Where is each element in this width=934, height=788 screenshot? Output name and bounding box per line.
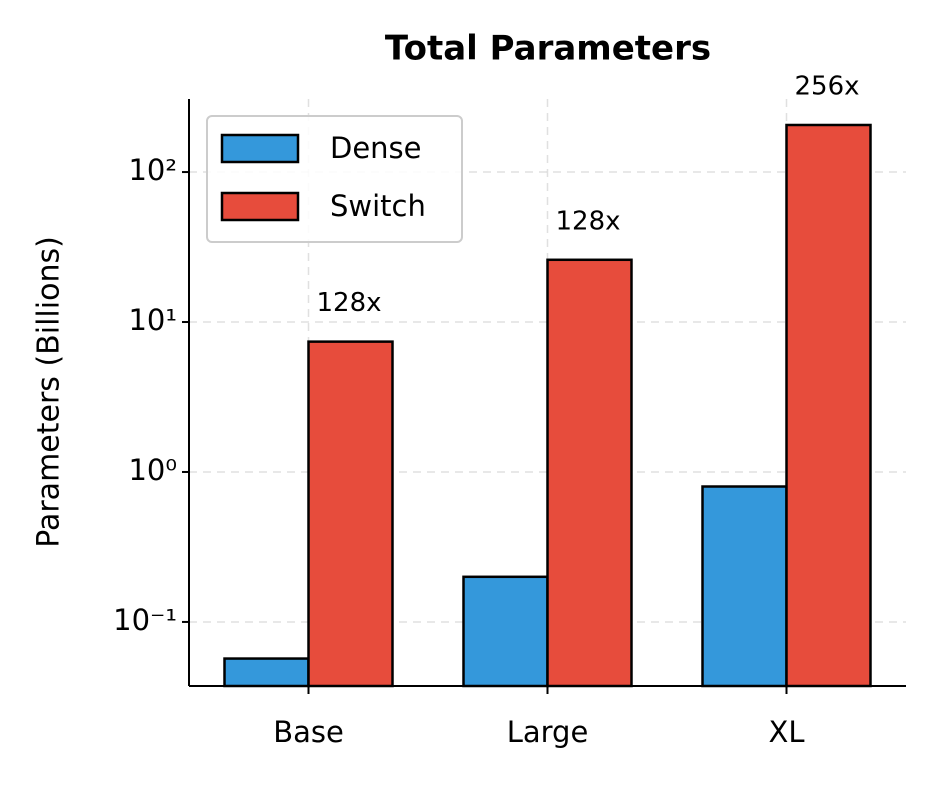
bar — [462, 575, 549, 688]
bar — [785, 123, 872, 688]
legend-label: Switch — [330, 189, 426, 223]
bar — [701, 485, 788, 688]
x-tick-label: XL — [768, 715, 804, 749]
y-tick-label: 10⁰ — [128, 453, 177, 487]
annotation: 128x — [556, 206, 621, 236]
y-tick-label: 10¹ — [128, 303, 177, 337]
bar — [223, 657, 310, 688]
legend-swatch — [220, 133, 300, 164]
bar — [307, 340, 394, 688]
annotation: 128x — [317, 288, 382, 318]
y-tick-label: 10⁻¹ — [113, 603, 177, 637]
chart-title: Total Parameters — [385, 29, 711, 69]
x-tick-label: Large — [507, 715, 589, 749]
legend-label: Dense — [330, 131, 422, 165]
y-axis-label: Parameters (Billions) — [32, 236, 67, 548]
bar — [546, 258, 633, 688]
y-tick-label: 10² — [128, 153, 177, 187]
legend-swatch — [220, 191, 300, 222]
x-tick-label: Base — [273, 715, 344, 749]
annotation: 256x — [795, 71, 860, 101]
